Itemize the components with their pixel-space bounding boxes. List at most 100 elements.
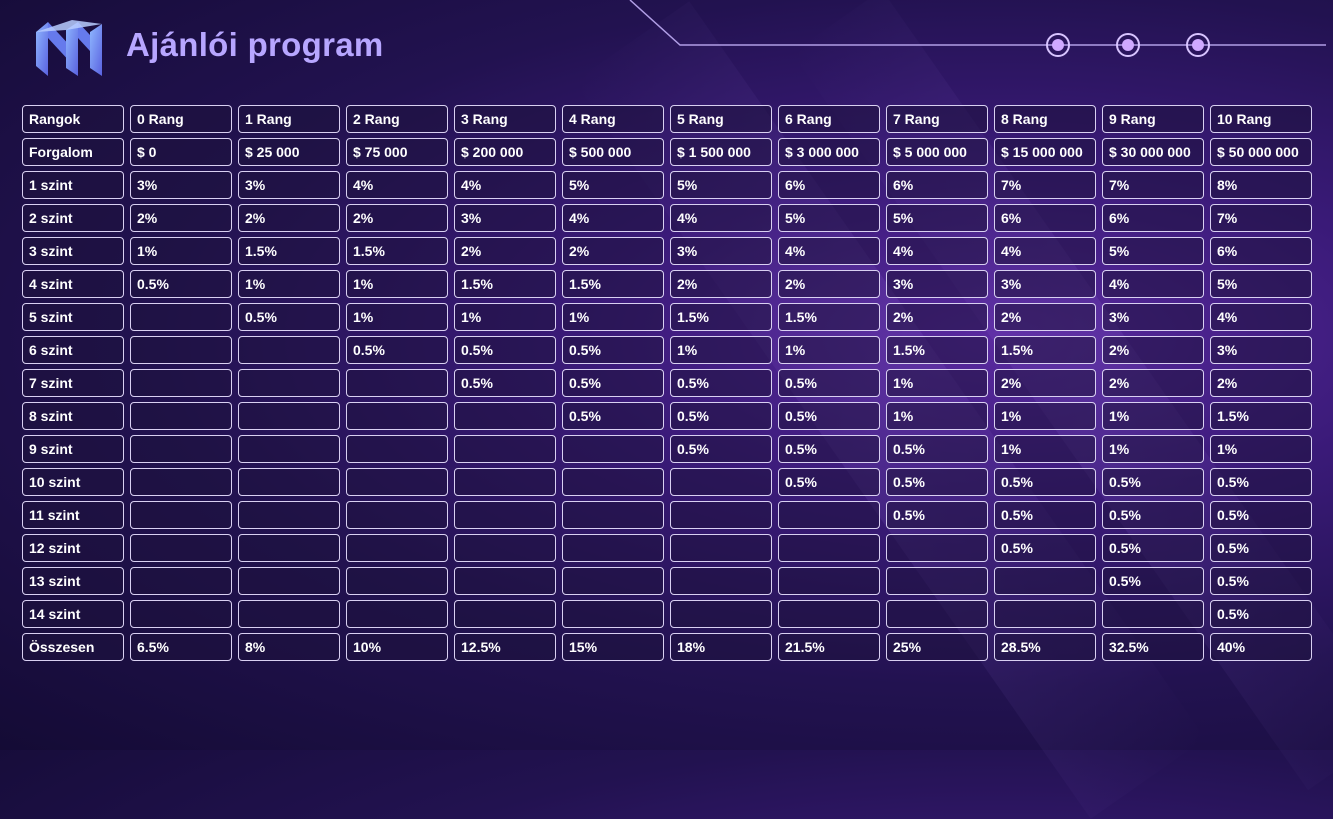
percent-cell: 6% bbox=[886, 171, 988, 199]
percent-cell bbox=[346, 435, 448, 463]
percent-cell: 0.5% bbox=[1102, 534, 1204, 562]
percent-cell bbox=[670, 468, 772, 496]
row-label: 12 szint bbox=[22, 534, 124, 562]
percent-cell bbox=[562, 435, 664, 463]
percent-cell bbox=[454, 567, 556, 595]
page-title: Ajánlói program bbox=[126, 26, 384, 63]
total-cell: 21.5% bbox=[778, 633, 880, 661]
turnover-cell: $ 3 000 000 bbox=[778, 138, 880, 166]
percent-cell: 4% bbox=[1102, 270, 1204, 298]
total-cell: 12.5% bbox=[454, 633, 556, 661]
percent-cell bbox=[670, 600, 772, 628]
percent-cell: 0.5% bbox=[670, 369, 772, 397]
total-cell: 18% bbox=[670, 633, 772, 661]
percent-cell: 1% bbox=[1102, 402, 1204, 430]
percent-cell bbox=[238, 567, 340, 595]
rank-header-cell: 2 Rang bbox=[346, 105, 448, 133]
circle-dot-icon bbox=[1116, 33, 1140, 57]
percent-cell: 2% bbox=[454, 237, 556, 265]
circle-dot-icon bbox=[1186, 33, 1210, 57]
turnover-cell: $ 0 bbox=[130, 138, 232, 166]
percent-cell bbox=[562, 567, 664, 595]
rank-header-cell: 0 Rang bbox=[130, 105, 232, 133]
row-label: 5 szint bbox=[22, 303, 124, 331]
total-cell: 10% bbox=[346, 633, 448, 661]
level-row: 14 szint 0.5% bbox=[22, 600, 1312, 628]
percent-cell: 5% bbox=[562, 171, 664, 199]
level-row: 3 szint 1% 1.5% 1.5% 2% 2% 3% 4% 4% 4% 5% 6% bbox=[22, 237, 1312, 265]
row-label: 3 szint bbox=[22, 237, 124, 265]
percent-cell bbox=[346, 600, 448, 628]
percent-cell: 1.5% bbox=[886, 336, 988, 364]
row-label: 13 szint bbox=[22, 567, 124, 595]
percent-cell: 2% bbox=[670, 270, 772, 298]
percent-cell bbox=[238, 501, 340, 529]
turnover-cell: $ 5 000 000 bbox=[886, 138, 988, 166]
percent-cell: 8% bbox=[1210, 171, 1312, 199]
percent-cell bbox=[238, 600, 340, 628]
percent-cell: 1% bbox=[1102, 435, 1204, 463]
total-cell: 25% bbox=[886, 633, 988, 661]
rank-header-cell: 3 Rang bbox=[454, 105, 556, 133]
percent-cell bbox=[238, 534, 340, 562]
level-row: 5 szint 0.5% 1% 1% 1% 1.5% 1.5% 2% 2% 3% 4% bbox=[22, 303, 1312, 331]
percent-cell bbox=[130, 336, 232, 364]
percent-cell: 1% bbox=[670, 336, 772, 364]
percent-cell bbox=[1102, 600, 1204, 628]
percent-cell bbox=[346, 468, 448, 496]
percent-cell: 5% bbox=[1210, 270, 1312, 298]
percent-cell bbox=[238, 435, 340, 463]
percent-cell: 1.5% bbox=[670, 303, 772, 331]
percent-cell: 3% bbox=[670, 237, 772, 265]
percent-cell: 2% bbox=[994, 369, 1096, 397]
percent-cell: 4% bbox=[886, 237, 988, 265]
total-cell: 15% bbox=[562, 633, 664, 661]
percent-cell: 1% bbox=[994, 402, 1096, 430]
percent-cell: 4% bbox=[346, 171, 448, 199]
rank-header-cell: 8 Rang bbox=[994, 105, 1096, 133]
percent-cell: 2% bbox=[346, 204, 448, 232]
percent-cell: 5% bbox=[1102, 237, 1204, 265]
percent-cell: 6% bbox=[1210, 237, 1312, 265]
row-label: Rangok bbox=[22, 105, 124, 133]
percent-cell: 0.5% bbox=[1102, 567, 1204, 595]
total-row: Összesen 6.5% 8% 10% 12.5% 15% 18% 21.5% 25% 28.5… bbox=[22, 633, 1312, 661]
percent-cell: 0.5% bbox=[994, 534, 1096, 562]
percent-cell bbox=[562, 501, 664, 529]
level-row: 2 szint 2% 2% 2% 3% 4% 4% 5% 5% 6% 6% 7% bbox=[22, 204, 1312, 232]
percent-cell: 0.5% bbox=[778, 435, 880, 463]
percent-cell bbox=[670, 567, 772, 595]
percent-cell: 3% bbox=[1102, 303, 1204, 331]
percent-cell: 7% bbox=[994, 171, 1096, 199]
percent-cell bbox=[670, 501, 772, 529]
percent-cell: 3% bbox=[1210, 336, 1312, 364]
turnover-cell: $ 25 000 bbox=[238, 138, 340, 166]
percent-cell: 0.5% bbox=[1210, 501, 1312, 529]
percent-cell bbox=[346, 567, 448, 595]
percent-cell: 5% bbox=[670, 171, 772, 199]
rank-header-row: Rangok 0 Rang 1 Rang 2 Rang 3 Rang 4 Rang 5 Ra… bbox=[22, 105, 1312, 133]
percent-cell: 0.5% bbox=[454, 336, 556, 364]
percent-cell: 4% bbox=[670, 204, 772, 232]
percent-cell: 4% bbox=[778, 237, 880, 265]
percent-cell bbox=[238, 336, 340, 364]
level-row: 6 szint 0.5% 0.5% 0.5% 1% 1% 1.5% 1.5% 2% 3% bbox=[22, 336, 1312, 364]
percent-cell: 0.5% bbox=[1210, 534, 1312, 562]
percent-cell: 0.5% bbox=[1210, 567, 1312, 595]
rank-header-cell: 5 Rang bbox=[670, 105, 772, 133]
total-cell: 32.5% bbox=[1102, 633, 1204, 661]
percent-cell: 1.5% bbox=[562, 270, 664, 298]
percent-cell: 1.5% bbox=[1210, 402, 1312, 430]
percent-cell: 3% bbox=[454, 204, 556, 232]
percent-cell: 0.5% bbox=[1210, 468, 1312, 496]
percent-cell: 4% bbox=[994, 237, 1096, 265]
percent-cell bbox=[778, 600, 880, 628]
total-cell: 6.5% bbox=[130, 633, 232, 661]
percent-cell: 3% bbox=[994, 270, 1096, 298]
row-label: Összesen bbox=[22, 633, 124, 661]
percent-cell bbox=[130, 600, 232, 628]
percent-cell: 2% bbox=[778, 270, 880, 298]
rank-header-cell: 7 Rang bbox=[886, 105, 988, 133]
row-label: 11 szint bbox=[22, 501, 124, 529]
percent-cell: 0.5% bbox=[886, 435, 988, 463]
